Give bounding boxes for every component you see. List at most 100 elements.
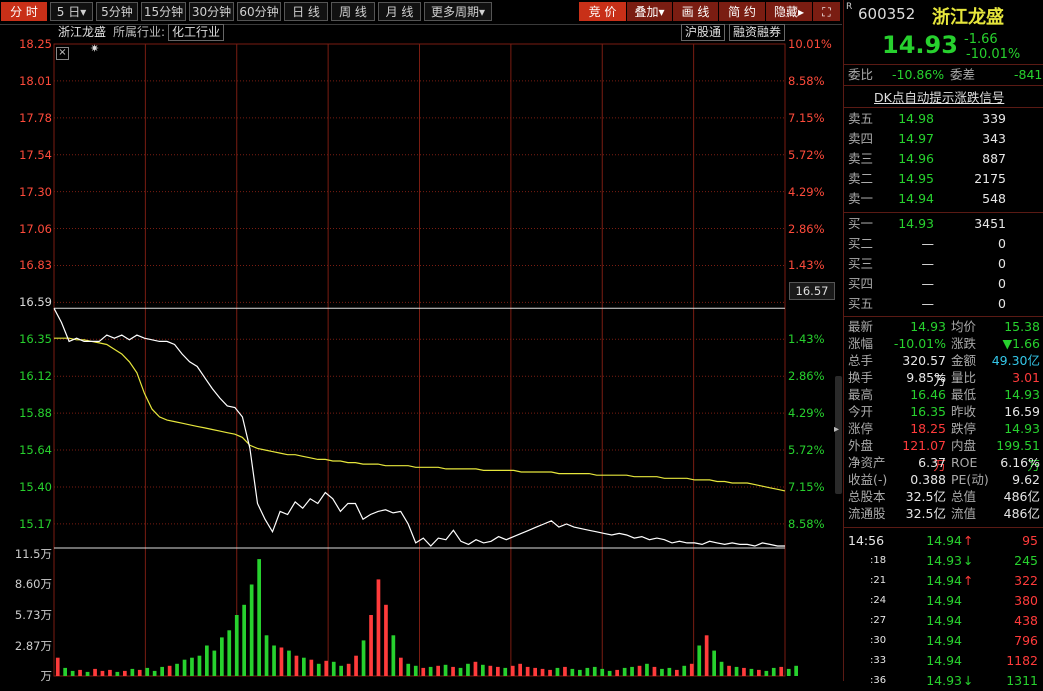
tab-60min[interactable]: 60分钟 — [237, 2, 281, 21]
pct-tick-label: 5.72% — [788, 443, 825, 458]
weibi-label: 委比 — [848, 67, 874, 82]
volume-bar — [167, 665, 172, 676]
tab-30min[interactable]: 30分钟 — [189, 2, 234, 21]
ask-volume: 339 — [982, 111, 1006, 126]
tick-time: :24 — [870, 595, 887, 606]
volume-bar — [220, 637, 224, 676]
stat-label: 昨收 — [951, 404, 977, 419]
volume-bar — [108, 669, 112, 676]
stat-value: 320.57万 — [902, 353, 946, 388]
volume-bar — [525, 666, 530, 677]
volume-bar — [585, 667, 590, 676]
price-change-pct: -10.01% — [966, 47, 1021, 62]
star-icon: ✷ — [90, 42, 100, 55]
dk-signal-link[interactable]: DK点自动提示涨跌信号 — [874, 90, 1005, 105]
bid-volume: 0 — [998, 276, 1006, 291]
volume-bar — [630, 666, 634, 677]
more-periods-dropdown[interactable]: 更多周期▾ — [424, 2, 492, 21]
volume-bar — [339, 665, 343, 676]
volume-bar — [316, 663, 321, 676]
volume-bar — [413, 665, 418, 676]
tick-volume: 1182 — [1006, 653, 1038, 668]
pct-tick-label: 5.72% — [788, 147, 825, 162]
tick-time: :30 — [870, 635, 887, 646]
bid-row: 买四 — 0 — [844, 274, 1043, 294]
pct-tick-label: 2.86% — [788, 369, 825, 384]
volume-bar — [384, 604, 388, 676]
tab-weekly[interactable]: 周 线 — [331, 2, 375, 21]
tab-intraday[interactable]: 分 时 — [1, 2, 47, 21]
bid-level-label: 买一 — [848, 216, 874, 231]
volume-bar — [302, 657, 306, 676]
tab-5min[interactable]: 5分钟 — [96, 2, 138, 21]
tab-15min[interactable]: 15分钟 — [141, 2, 186, 21]
volume-bar — [578, 669, 582, 676]
tick-time: :18 — [870, 555, 887, 566]
bid-row: 买一 14.93 3451 — [844, 214, 1043, 234]
tick-row: :36 14.93 ↓ 1311 — [844, 671, 1043, 691]
fullscreen-icon[interactable]: ⛶ — [813, 2, 840, 21]
ask-volume: 343 — [982, 131, 1006, 146]
volume-bar — [667, 667, 672, 676]
volume-bar — [264, 635, 269, 676]
tick-time: :27 — [870, 615, 887, 626]
industry-tag[interactable]: 化工行业 — [168, 24, 225, 41]
margin-trading-button[interactable]: 融资融券 — [729, 24, 786, 41]
bid-price: — — [921, 256, 935, 271]
volume-bar — [324, 660, 329, 677]
panel-toggle-handle[interactable] — [835, 376, 842, 494]
last-price: 14.93 — [882, 31, 958, 59]
bid-price: — — [921, 276, 935, 291]
volume-bar — [145, 667, 150, 676]
bid-volume: 0 — [998, 236, 1006, 251]
draw-line-button[interactable]: 画 线 — [673, 2, 718, 21]
pct-tick-label: 10.01% — [788, 37, 832, 51]
price-tick-label: 17.06 — [19, 221, 52, 236]
simple-mode-button[interactable]: 简 约 — [719, 2, 765, 21]
stat-label: 总股本 — [848, 489, 886, 504]
ask-volume: 887 — [982, 151, 1006, 166]
tick-price: 14.94 — [926, 573, 962, 588]
overlay-dropdown[interactable]: 叠加▾ — [627, 2, 672, 21]
hide-button[interactable]: 隐藏▸ — [766, 2, 812, 21]
volume-bar — [615, 669, 619, 676]
stat-label: 涨幅 — [848, 336, 874, 351]
stat-value: 15.38 — [1004, 319, 1040, 334]
tab-monthly[interactable]: 月 线 — [378, 2, 421, 21]
price-tick-label: 15.64 — [19, 443, 52, 458]
stat-label: 金额 — [951, 353, 977, 368]
intraday-chart[interactable]: 浙江龙盛 所属行业: 化工行业 沪股通 融资融券 × ✷ 18.25 18.01 1… — [0, 24, 842, 683]
close-icon[interactable]: × — [56, 47, 69, 60]
stat-label: 涨停 — [848, 421, 874, 436]
volume-bar — [130, 668, 135, 676]
tick-volume: 95 — [1022, 533, 1038, 548]
arrow-up-icon: ↑ — [963, 533, 974, 548]
volume-bar — [63, 667, 67, 676]
tick-volume: 380 — [1014, 593, 1038, 608]
volume-bar — [160, 666, 164, 677]
chevron-right-icon[interactable]: ▸ — [834, 424, 840, 435]
tick-volume: 796 — [1014, 633, 1038, 648]
volume-bar — [451, 666, 455, 677]
stat-label: 涨跌 — [951, 336, 977, 351]
stat-label: 均价 — [951, 319, 977, 334]
volume-bar — [675, 669, 679, 676]
volume-tick-label: 万 — [40, 669, 53, 683]
tab-5day[interactable]: 5 日▾ — [50, 2, 93, 21]
volume-bar — [227, 630, 232, 677]
pct-tick-label: 4.29% — [788, 406, 825, 421]
tick-time: :36 — [870, 675, 887, 686]
ask-row: 卖三 14.96 887 — [844, 149, 1043, 169]
stat-row: 换手 9.85% 量比 3.01 — [844, 368, 1043, 388]
volume-bar — [70, 670, 75, 676]
prev-close-tag: 16.57 — [789, 282, 835, 300]
stat-label: 内盘 — [951, 438, 977, 453]
volume-bar — [518, 663, 522, 676]
hgt-button[interactable]: 沪股通 — [681, 24, 726, 41]
volume-bar — [779, 666, 784, 677]
volume-bar — [689, 663, 694, 676]
auction-button[interactable]: 竞 价 — [579, 2, 626, 21]
stat-label: 流值 — [951, 506, 977, 521]
volume-bar — [712, 650, 716, 676]
tab-daily[interactable]: 日 线 — [284, 2, 328, 21]
